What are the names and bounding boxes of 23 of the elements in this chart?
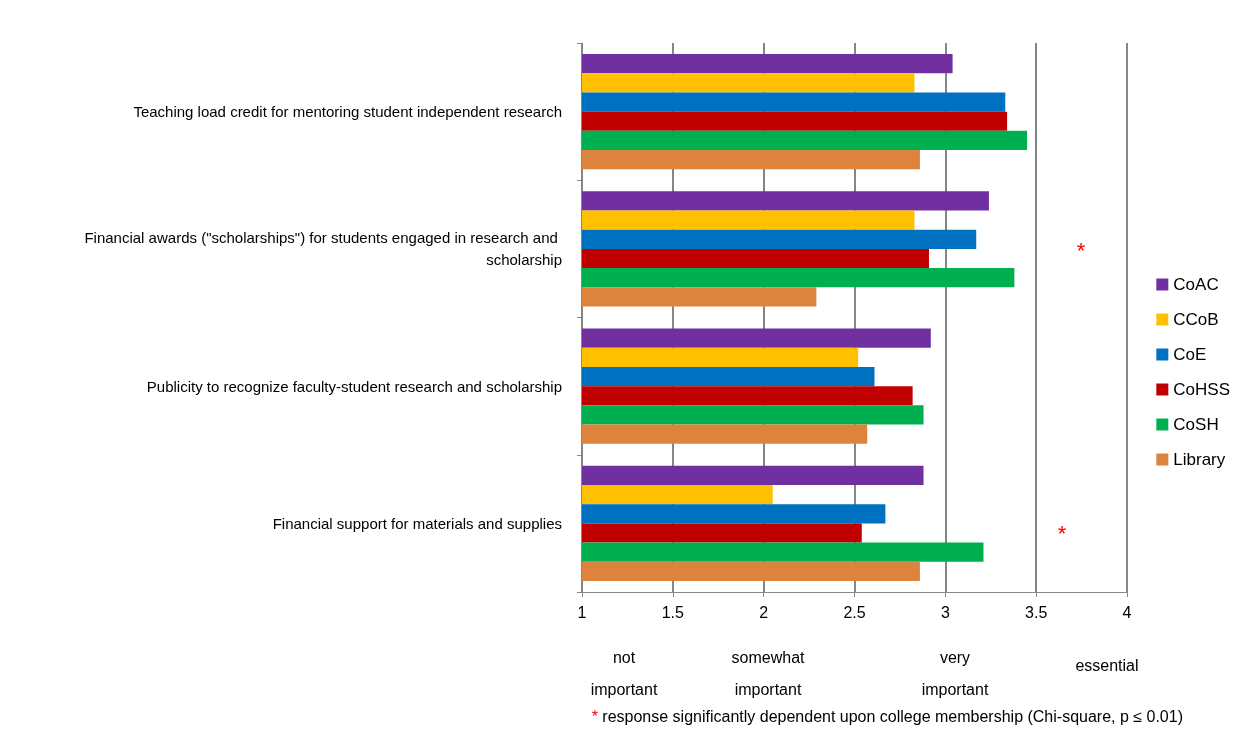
x-tick-label: 2: [759, 603, 769, 621]
legend-label: CCoB: [1173, 310, 1219, 329]
x-tick-label: 4: [1122, 603, 1132, 621]
x-tick-label: 3.5: [1025, 603, 1048, 621]
text: essential: [1075, 656, 1139, 674]
legend-label: CoSH: [1173, 415, 1219, 434]
y-tick-label: Financial awards ("scholarships") for students engaged in research and scholarship: [84, 229, 562, 269]
text: somewhat important: [731, 648, 806, 698]
x-tick-label: 1.5: [661, 603, 685, 621]
y-tick-label: Teaching load credit for mentoring student independent research: [133, 103, 562, 121]
annotation: *: [1076, 237, 1086, 263]
x-tick-label: 3: [940, 603, 950, 621]
y-tick-label: Financial support for materials and supplies: [272, 514, 562, 532]
annotation: *: [1057, 520, 1067, 546]
text: * response significantly dependent upon college membership (Chi-square, p ≤ 0.01): [591, 707, 1184, 725]
x-tick-label: 1: [577, 603, 587, 621]
y-tick-label: Publicity to recognize faculty-student research and scholarship: [146, 377, 562, 395]
legend-label: CoHSS: [1173, 380, 1230, 399]
legend-label: Library: [1173, 450, 1226, 469]
legend-label: CoAC: [1173, 275, 1219, 294]
text: very important: [921, 648, 989, 698]
x-tick-label: 2.5: [843, 603, 866, 621]
legend-label: CoE: [1173, 345, 1207, 364]
